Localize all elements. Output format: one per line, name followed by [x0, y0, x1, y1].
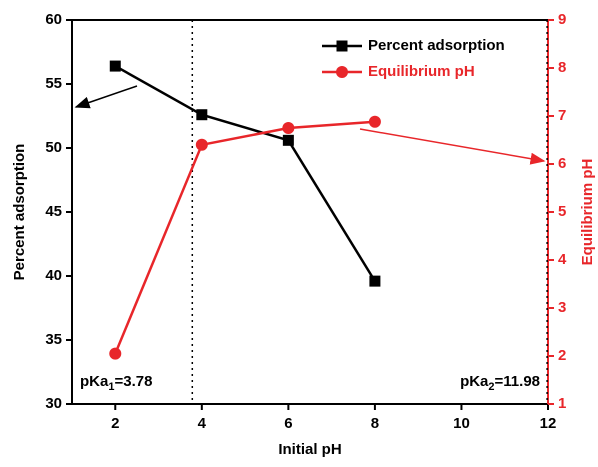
y-tick-label: 30 — [45, 395, 62, 412]
y-axis-label: Percent adsorption — [11, 144, 28, 281]
marker — [368, 115, 381, 128]
y-tick-label: 35 — [45, 331, 62, 348]
marker — [282, 122, 295, 134]
y2-tick-label: 4 — [558, 251, 567, 268]
legend-label: Percent adsorption — [368, 37, 505, 54]
y-tick-label: 60 — [45, 11, 62, 28]
y2-tick-label: 7 — [558, 107, 566, 124]
marker — [109, 347, 122, 360]
y2-tick-label: 8 — [558, 59, 566, 76]
legend-marker — [336, 40, 348, 52]
annotation-subscript: 2 — [488, 381, 494, 393]
marker — [196, 109, 208, 121]
marker — [109, 60, 121, 72]
annotation: pKa2=11.98 — [460, 373, 540, 393]
x-tick-label: 8 — [371, 415, 379, 432]
annotation-text: =3.78 — [114, 373, 152, 390]
x-tick-label: 2 — [111, 415, 119, 432]
y-tick-label: 55 — [45, 75, 62, 92]
x-axis-label: Initial pH — [278, 441, 341, 458]
y-tick-label: 40 — [45, 267, 62, 284]
x-tick-label: 4 — [198, 415, 207, 432]
x-tick-label: 6 — [284, 415, 292, 432]
marker — [282, 134, 294, 146]
legend-marker — [336, 66, 348, 78]
series-line — [114, 64, 376, 282]
arrow — [74, 85, 138, 109]
marker — [195, 138, 208, 151]
arrow — [359, 128, 546, 165]
y2-tick-label: 5 — [558, 203, 566, 220]
legend-label: Equilibrium pH — [368, 63, 475, 80]
annotation-text: =11.98 — [495, 373, 540, 390]
annotation-text: pKa — [80, 373, 109, 390]
y2-tick-label: 6 — [558, 155, 566, 172]
y2-tick-label: 3 — [558, 299, 566, 316]
x-tick-label: 10 — [453, 415, 470, 432]
annotation-subscript: 1 — [108, 381, 114, 393]
marker — [369, 275, 381, 287]
annotation-text: pKa — [460, 373, 489, 390]
y2-tick-label: 2 — [558, 347, 566, 364]
y2-tick-label: 1 — [558, 395, 566, 412]
annotation: pKa1=3.78 — [80, 373, 152, 393]
y2-tick-label: 9 — [558, 11, 566, 28]
y-tick-label: 45 — [45, 203, 62, 220]
x-tick-label: 12 — [540, 415, 557, 432]
y-tick-label: 50 — [45, 139, 62, 156]
series-line — [114, 120, 375, 355]
y2-axis-label: Equilibrium pH — [579, 159, 596, 266]
